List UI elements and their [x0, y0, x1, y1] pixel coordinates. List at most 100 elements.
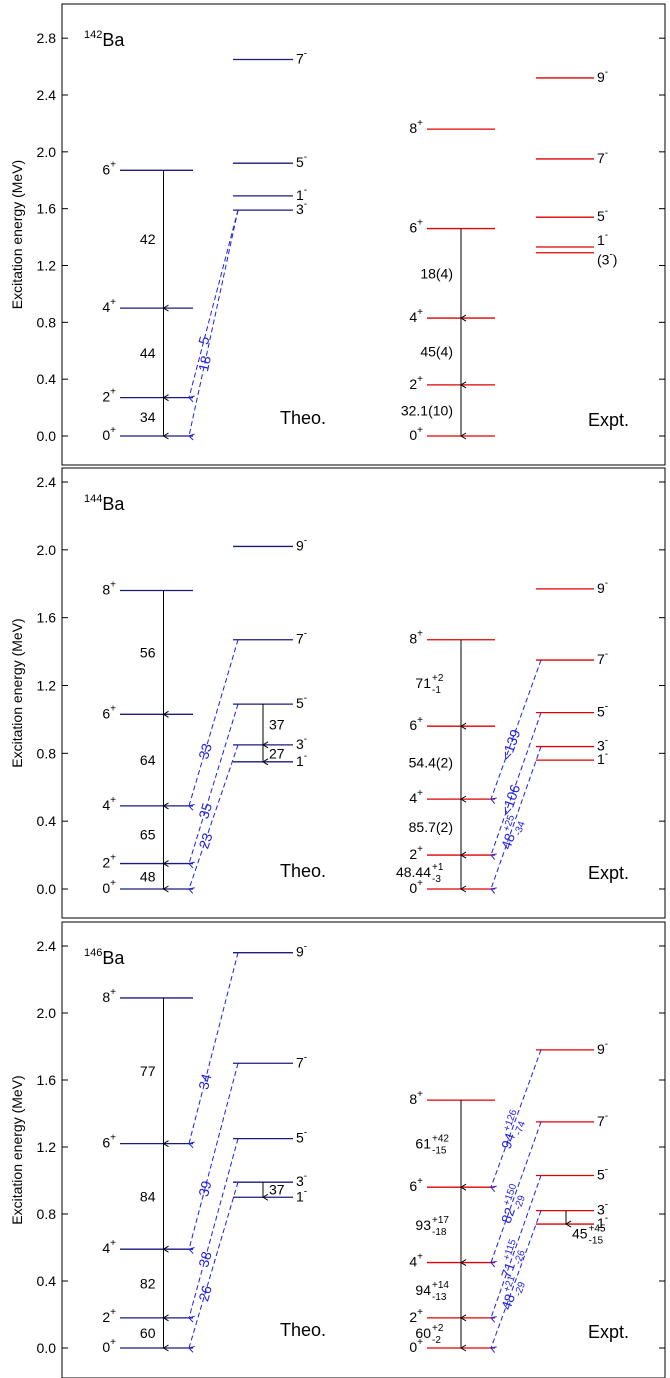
expt-e2-neg-value: 45 +45-15	[572, 1223, 606, 1246]
theo-e3-value-value: 26	[195, 1283, 215, 1303]
expt-e3-value-value: 71	[498, 1260, 518, 1280]
expt-spin-label: 4+	[409, 788, 423, 806]
theo-e2-value-value: 82	[140, 1276, 156, 1292]
theo-spin-label: 6+	[102, 703, 116, 721]
expt-e2-value-lower-error: -13	[432, 1292, 447, 1303]
expt-e2-value-lower-error: -15	[432, 1146, 447, 1157]
theo-spin-label: 9-	[296, 942, 307, 960]
theo-spin-label: 5-	[296, 1128, 307, 1146]
theo-spin-label: 0+	[102, 878, 116, 896]
theo-e2-value-value: 56	[140, 644, 156, 660]
expt-spin-label: 3-	[597, 736, 608, 754]
expt-e3-value-value: 94	[498, 1131, 518, 1151]
theo-e3-arrow	[188, 744, 239, 894]
theo-spin-label: 4+	[102, 1238, 116, 1256]
theo-spin-label: 3-	[296, 1171, 307, 1189]
theo-e3-arrow	[188, 704, 239, 869]
expt-e2-value-lower-error: -1	[432, 685, 441, 696]
theo-spin-label: 1-	[296, 1186, 307, 1204]
expt-e2-neg-value-upper-error: +45	[589, 1223, 606, 1234]
expt-spin-label: 9-	[597, 67, 608, 85]
nucleus-label: 142Ba	[84, 29, 125, 50]
expt-spin-label: 7-	[597, 649, 608, 667]
expt-e3-value-value: 48	[498, 831, 518, 851]
expt-e2-value: 48.44 +1-3	[396, 862, 444, 885]
theo-e3-value-value: 34	[195, 1072, 214, 1091]
expt-e3-value-upper-error: +25	[501, 813, 517, 833]
theo-spin-label: 7-	[296, 48, 307, 66]
theo-e2-value-value: 60	[140, 1325, 156, 1341]
theo-spin-label: 2+	[102, 853, 116, 871]
expt-spin-label: 7-	[597, 148, 608, 166]
expt-e2-value-value: 60	[415, 1325, 431, 1341]
theo-e3-value: 18	[195, 354, 214, 373]
theo-e2-neg-value-value: 37	[269, 1182, 285, 1198]
expt-spin-label: 6+	[409, 715, 423, 733]
expt-e3-value-value: <139	[498, 727, 524, 762]
expt-e2-value-upper-error: +1	[432, 862, 444, 873]
theo-spin-label: 4+	[102, 297, 116, 315]
expt-e2-value-upper-error: +2	[432, 1323, 444, 1334]
expt-e2-value-value: 18(4)	[420, 265, 453, 281]
expt-spin-label: 0+	[409, 878, 423, 896]
y-tick-label: 0.0	[37, 881, 57, 897]
expt-spin-label: 5-	[597, 206, 608, 224]
expt-e2-value: 94 +14-13	[415, 1280, 449, 1303]
nucleus-label: 146Ba	[84, 947, 125, 968]
expt-e3-arrow	[490, 1049, 542, 1193]
expt-e3-arrow	[490, 1121, 542, 1268]
theo-label: Theo.	[280, 1320, 326, 1340]
expt-e2-value-lower-error: -18	[432, 1227, 447, 1238]
expt-e3-value: 71+115-26	[498, 1238, 528, 1281]
theo-e3-value: 34	[195, 1072, 214, 1091]
expt-spin-label: 2+	[409, 374, 423, 392]
theo-e3-value-value: 38	[195, 1249, 215, 1268]
theo-spin-label: 8+	[102, 580, 116, 598]
expt-e2-neg-value-value: 45	[572, 1225, 588, 1241]
expt-e3-value: 48+25-34	[498, 813, 528, 851]
y-tick-label: 0.4	[37, 1273, 57, 1289]
expt-e2-value: 45(4)	[420, 343, 453, 359]
theo-e2-neg-value: 37	[269, 717, 285, 733]
y-axis-label: Excitation energy (MeV)	[9, 618, 25, 767]
panel-144ba: 0.0 0.4 0.8 1.2 1.6 2.0 2.4 Excitation energy (…	[9, 467, 666, 919]
theo-e3-arrow	[188, 1063, 239, 1254]
y-tick-label: 2.0	[37, 144, 57, 160]
theo-spin-label: 1-	[296, 185, 307, 203]
theo-e3-value-value: 23	[195, 831, 215, 851]
theo-e2-value-value: 64	[140, 752, 156, 768]
theo-spin-label: 2+	[102, 1307, 116, 1325]
theo-e2-neg-value-value: 37	[269, 717, 285, 733]
expt-label: Expt.	[588, 410, 629, 430]
theo-e3-value-value: 5	[195, 334, 213, 346]
theo-e2-value: 42	[140, 231, 156, 247]
y-tick-label: 1.6	[37, 1072, 57, 1088]
theo-label: Theo.	[280, 861, 326, 881]
y-tick-label: 0.0	[37, 428, 57, 444]
y-tick-label: 1.2	[37, 258, 57, 274]
expt-e2-value-lower-error: -3	[432, 874, 441, 885]
expt-spin-label: 7-	[597, 1111, 608, 1129]
expt-spin-label: 1-	[597, 230, 608, 248]
theo-e2-neg-value: 27	[269, 745, 285, 761]
theo-spin-label: 6+	[102, 1133, 116, 1151]
theo-e2-value-value: 42	[140, 231, 156, 247]
panel-142ba: 0.0 0.4 0.8 1.2 1.6 2.0 2.4 2.8 Excitation energ…	[9, 3, 666, 466]
theo-e2-value: 44	[140, 345, 156, 361]
expt-e2-value-upper-error: +2	[432, 673, 444, 684]
y-tick-label: 0.4	[37, 371, 57, 387]
expt-e2-value: 18(4)	[420, 265, 453, 281]
expt-e2-value: 60 +2-2	[415, 1323, 443, 1346]
expt-e2-value-upper-error: +14	[432, 1280, 449, 1291]
theo-e3-arrow	[188, 952, 239, 1149]
expt-e3-arrow	[490, 746, 542, 894]
expt-e3-value-lower-error: -29	[513, 1194, 528, 1212]
expt-e3-value-lower-error: -26	[513, 1248, 528, 1266]
expt-spin-label: 6+	[409, 218, 423, 236]
expt-e2-neg-value-lower-error: -15	[589, 1235, 604, 1246]
y-axis-label: Excitation energy (MeV)	[9, 1075, 25, 1224]
expt-e3-arrow	[490, 1210, 542, 1353]
expt-e2-value: 61 +42-15	[415, 1134, 449, 1157]
theo-spin-label: 2+	[102, 387, 116, 405]
